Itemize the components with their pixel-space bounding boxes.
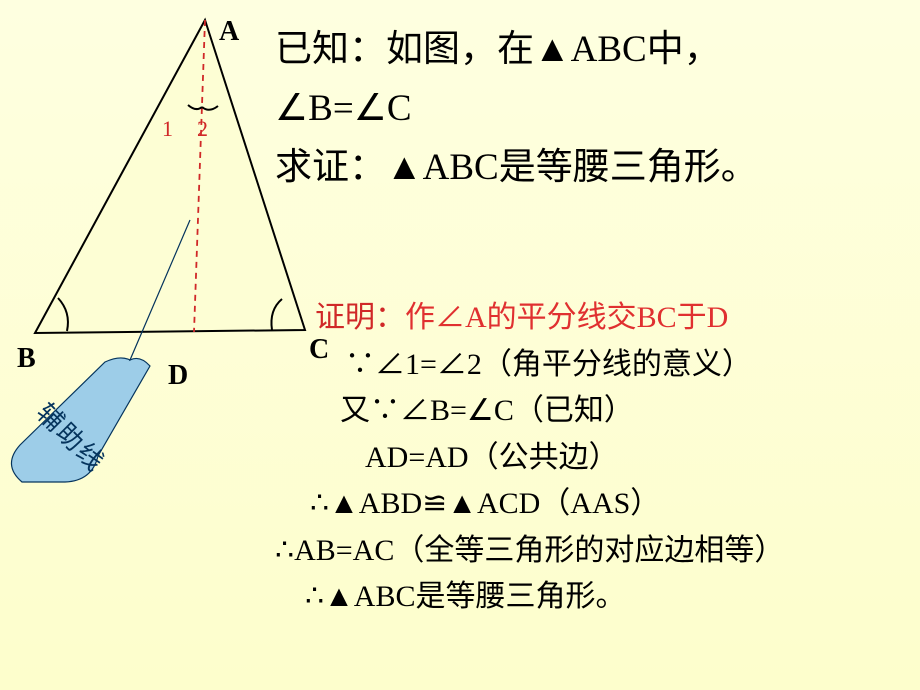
proof-block: 证明：作∠A的平分线交BC于D ∵∠1=∠2（角平分线的意义） 又∵∠B=∠C（… — [270, 295, 910, 621]
given-line-1: 已知：如图，在▲ABC中， — [275, 20, 915, 79]
proof-step-2: ∵∠1=∠2（角平分线的意义） — [345, 342, 910, 389]
proof-label: 证明： — [315, 301, 405, 334]
angle-label-2: 2 — [197, 116, 208, 142]
proof-step-3: 又∵∠B=∠C（已知） — [340, 388, 910, 435]
proof-step-4: AD=AD（公共边） — [365, 435, 910, 482]
angle-label-1: 1 — [162, 116, 173, 142]
proof-step-6: ∴AB=AC（全等三角形的对应边相等） — [275, 528, 910, 575]
problem-statement: 已知：如图，在▲ABC中， ∠B=∠C 求证：▲ABC是等腰三角形。 — [275, 20, 915, 198]
proof-step-5: ∴▲ABD≌▲ACD（AAS） — [310, 481, 910, 528]
proof-construction: 作∠A的平分线交BC于D — [405, 301, 728, 334]
proof-step-1: 证明：作∠A的平分线交BC于D — [315, 295, 910, 342]
vertex-label-d: D — [168, 360, 188, 392]
prove-line: 求证：▲ABC是等腰三角形。 — [275, 138, 915, 197]
proof-step-7: ∴▲ABC是等腰三角形。 — [305, 574, 910, 621]
vertex-label-b: B — [17, 343, 36, 375]
triangle-abc — [35, 20, 305, 333]
given-line-2: ∠B=∠C — [275, 79, 915, 138]
vertex-label-a: A — [219, 16, 239, 48]
